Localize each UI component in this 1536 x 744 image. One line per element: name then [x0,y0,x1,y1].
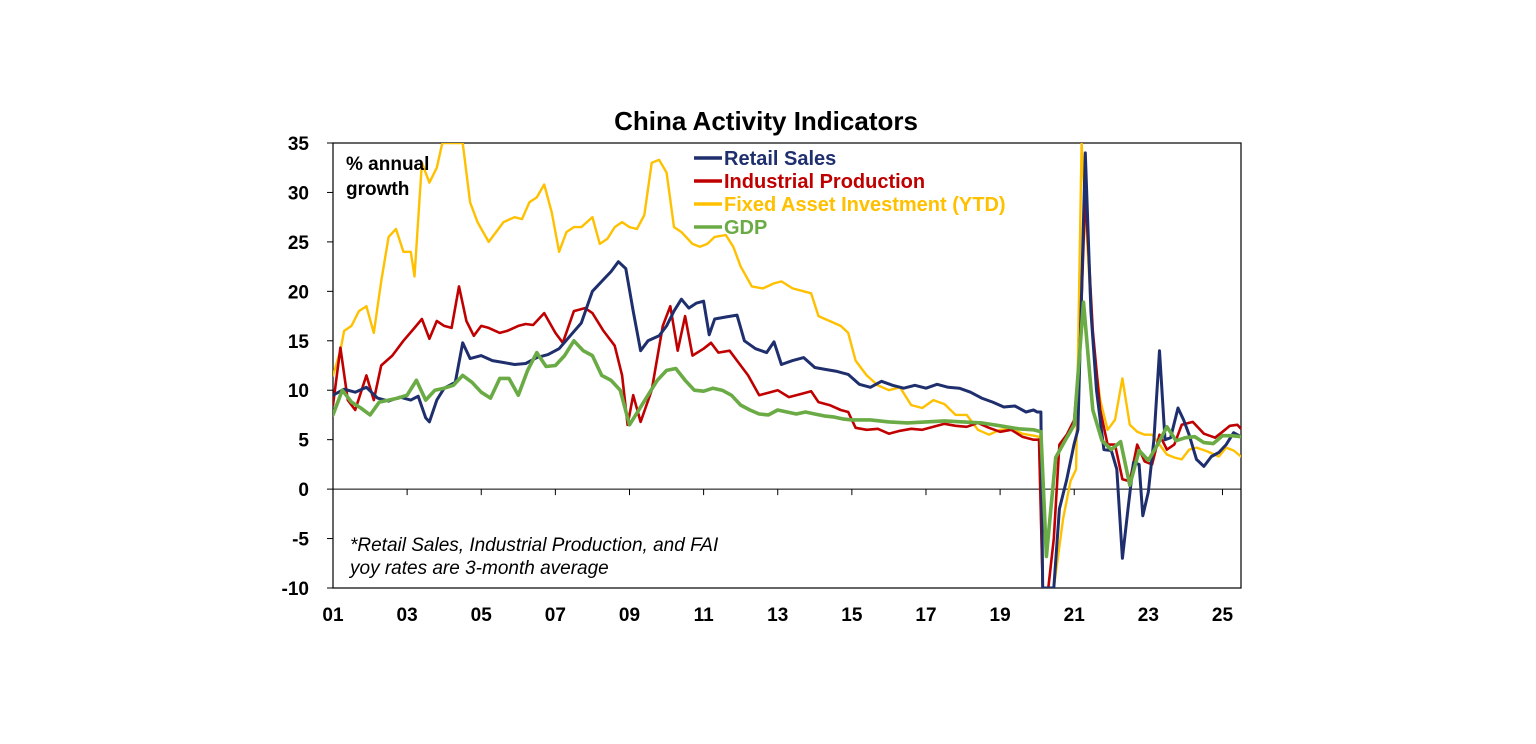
y-tick-label: 35 [288,134,310,155]
x-tick-label: 13 [767,605,788,626]
y-tick-label: -10 [282,579,309,600]
x-tick-label: 19 [990,605,1011,626]
legend-label: Retail Sales [724,148,836,170]
y-tick-label: -5 [292,530,309,551]
x-axis: 01 03 05 07 09 11 13 15 17 19 21 23 25 [322,489,1233,626]
chart-title: China Activity Indicators [614,106,918,136]
series-line-gdp [333,300,1241,559]
x-tick-label: 15 [841,605,863,626]
y-tick-label: 20 [288,282,309,303]
y-axis-unit-line-1: % annual [346,154,429,175]
x-tick-label: 21 [1064,605,1086,626]
x-tick-label: 07 [545,605,566,626]
x-tick-label: 23 [1138,605,1159,626]
footnote-line-2: yoy rates are 3-month average [348,558,609,579]
y-tick-label: 5 [298,431,309,452]
x-tick-label: 01 [322,605,344,626]
y-axis-unit-line-2: growth [346,179,409,200]
y-tick-label: 0 [298,480,309,501]
y-axis: 35 30 25 20 15 10 5 0 -5 -10 [282,134,333,600]
series-layer [333,143,1241,588]
y-tick-label: 10 [288,381,309,402]
y-tick-label: 30 [288,183,309,204]
series-line-retail-sales [333,151,1241,588]
x-tick-label: 05 [471,605,493,626]
x-tick-label: 11 [694,605,715,626]
x-tick-label: 25 [1212,605,1234,626]
legend-label: GDP [724,217,767,239]
legend-label: Industrial Production [724,171,925,193]
series-line-industrial-production [333,191,1241,588]
x-tick-label: 09 [619,605,640,626]
x-tick-label: 03 [397,605,418,626]
y-tick-label: 25 [288,233,310,254]
y-tick-label: 15 [288,332,310,353]
x-tick-label: 17 [915,605,936,626]
legend-label: Fixed Asset Investment (YTD) [724,194,1006,216]
footnote-line-1: *Retail Sales, Industrial Production, an… [350,535,719,556]
